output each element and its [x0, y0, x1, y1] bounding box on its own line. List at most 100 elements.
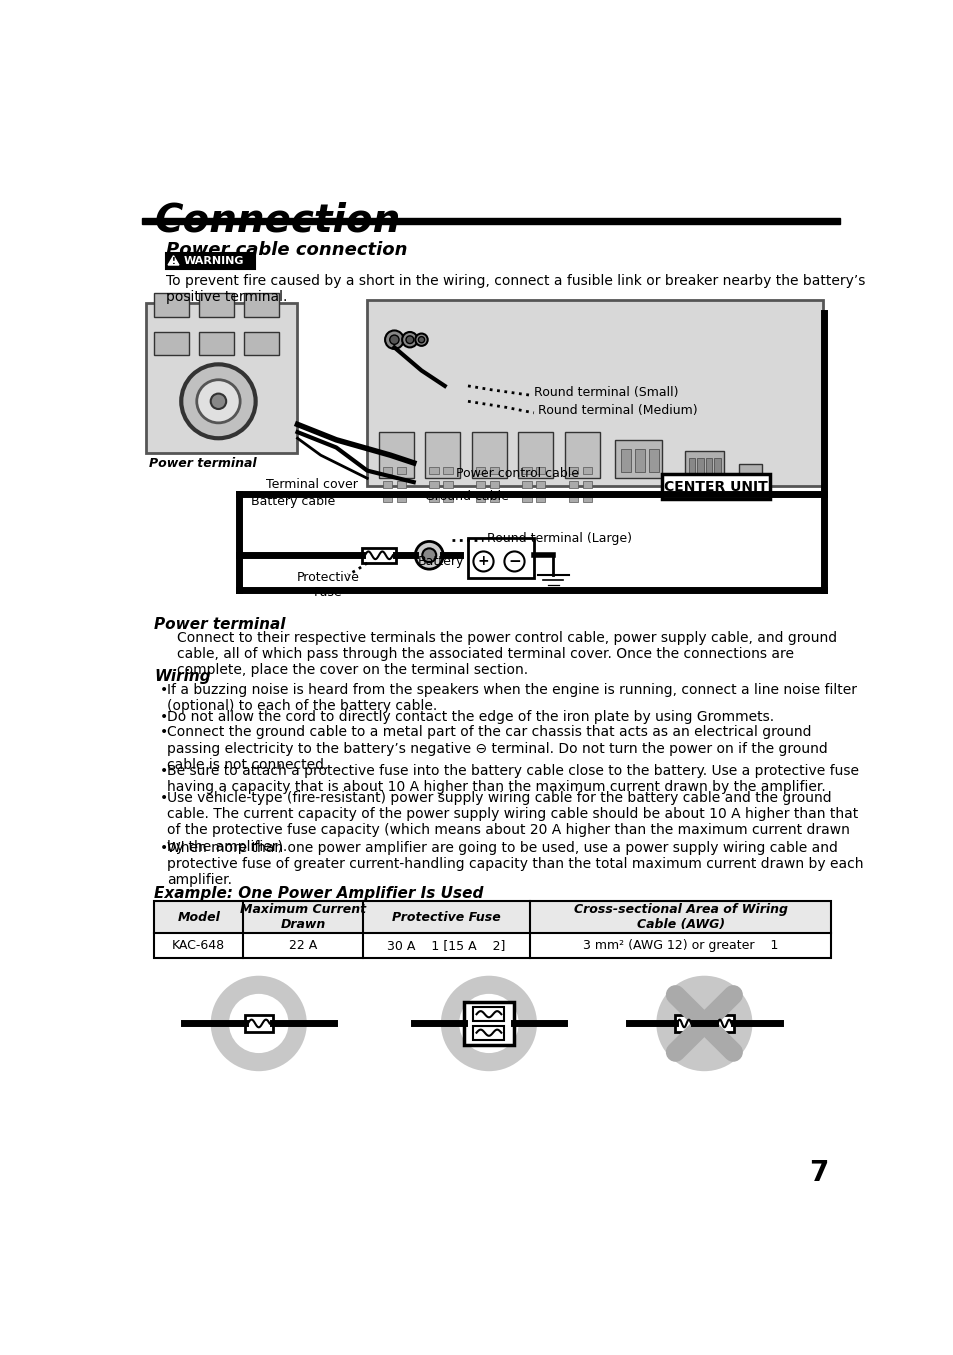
Text: Do not allow the cord to directly contact the edge of the iron plate by using Gr: Do not allow the cord to directly contac… [167, 710, 774, 724]
Bar [536, 495, 545, 503]
Bar [464, 1001, 513, 1045]
Text: 22 A: 22 A [289, 939, 317, 953]
Text: •: • [159, 683, 168, 696]
Text: 3 mm² (AWG 12) or greater    1: 3 mm² (AWG 12) or greater 1 [583, 939, 778, 953]
Bar [443, 481, 452, 488]
Circle shape [196, 379, 240, 423]
Text: Terminal cover: Terminal cover [265, 478, 357, 492]
Bar [468, 538, 534, 579]
Text: Wiring: Wiring [154, 669, 211, 684]
Bar [396, 495, 406, 503]
Circle shape [440, 976, 537, 1072]
Circle shape [390, 335, 398, 344]
Bar [429, 466, 438, 474]
Bar [688, 458, 695, 477]
Bar [476, 481, 484, 488]
Bar [244, 294, 278, 317]
Bar [382, 495, 392, 503]
Text: Be sure to attach a protective fuse into the battery cable close to the battery.: Be sure to attach a protective fuse into… [167, 764, 859, 794]
Bar [154, 294, 189, 317]
Bar [245, 1015, 273, 1033]
Circle shape [211, 393, 226, 409]
Bar [199, 294, 233, 317]
Bar [697, 458, 703, 477]
Text: To prevent fire caused by a short in the wiring, connect a fusible link or break: To prevent fire caused by a short in the… [166, 274, 864, 305]
Bar [564, 432, 599, 478]
Bar [443, 466, 452, 474]
Bar [382, 481, 392, 488]
Text: +: + [477, 554, 489, 569]
Text: Power terminal: Power terminal [149, 457, 256, 470]
Text: Power control cable: Power control cable [456, 466, 578, 480]
Text: !: ! [172, 257, 175, 267]
Bar [472, 432, 506, 478]
Text: Power cable connection: Power cable connection [166, 241, 407, 259]
Text: 7: 7 [808, 1159, 827, 1187]
Text: Round terminal (Small): Round terminal (Small) [534, 386, 678, 398]
Text: •: • [159, 710, 168, 724]
Text: 30 A    1 [15 A    2]: 30 A 1 [15 A 2] [387, 939, 505, 953]
Bar [476, 495, 484, 503]
Text: Round terminal (Large): Round terminal (Large) [487, 533, 632, 545]
Text: Example: One Power Amplifier Is Used: Example: One Power Amplifier Is Used [154, 886, 483, 901]
Bar [361, 547, 395, 562]
Bar [661, 474, 769, 499]
Bar [154, 332, 189, 355]
Bar [396, 481, 406, 488]
Bar [154, 901, 830, 934]
Text: Use vehicle-type (fire-resistant) power supply wiring cable for the battery cabl: Use vehicle-type (fire-resistant) power … [167, 791, 858, 854]
Circle shape [656, 976, 752, 1072]
Text: •: • [159, 764, 168, 778]
Bar [489, 481, 498, 488]
Text: Ground cable: Ground cable [425, 491, 509, 503]
Circle shape [415, 333, 427, 346]
Text: Battery cable: Battery cable [252, 495, 335, 508]
Bar [684, 451, 723, 482]
Circle shape [385, 331, 403, 350]
Bar [367, 299, 822, 486]
Text: •: • [159, 791, 168, 805]
Bar [568, 466, 578, 474]
Bar [568, 481, 578, 488]
Circle shape [181, 364, 255, 438]
Bar [715, 1015, 733, 1033]
Bar [443, 495, 452, 503]
Circle shape [406, 336, 414, 344]
Text: If a buzzing noise is heard from the speakers when the engine is running, connec: If a buzzing noise is heard from the spe… [167, 683, 857, 713]
Circle shape [415, 542, 443, 569]
Bar [615, 440, 661, 478]
Circle shape [504, 551, 524, 572]
Bar [199, 332, 233, 355]
Bar [142, 218, 840, 224]
Bar [476, 466, 484, 474]
Bar [536, 481, 545, 488]
Text: WARNING: WARNING [183, 256, 244, 266]
Text: Connect to their respective terminals the power control cable, power supply cabl: Connect to their respective terminals th… [177, 631, 837, 678]
Bar [739, 465, 761, 484]
Bar [674, 1015, 693, 1033]
Bar [714, 458, 720, 477]
Bar [521, 495, 531, 503]
Text: Connection: Connection [154, 201, 400, 238]
Bar [429, 481, 438, 488]
Bar [396, 466, 406, 474]
Bar [429, 495, 438, 503]
Text: Round terminal (Medium): Round terminal (Medium) [537, 404, 697, 417]
Text: KAC-648: KAC-648 [172, 939, 225, 953]
Bar [582, 495, 592, 503]
Bar [649, 449, 658, 472]
Bar [473, 1026, 504, 1039]
Circle shape [473, 551, 493, 572]
Text: •: • [159, 725, 168, 740]
Bar [536, 466, 545, 474]
Text: •: • [159, 841, 168, 855]
Circle shape [422, 549, 436, 562]
Bar [582, 466, 592, 474]
Bar [568, 495, 578, 503]
Bar [425, 432, 459, 478]
Circle shape [402, 332, 417, 347]
Text: When more than one power amplifier are going to be used, use a power supply wiri: When more than one power amplifier are g… [167, 841, 862, 888]
Circle shape [211, 976, 307, 1072]
Polygon shape [168, 256, 179, 266]
Text: Protective
Fuse: Protective Fuse [296, 570, 359, 599]
